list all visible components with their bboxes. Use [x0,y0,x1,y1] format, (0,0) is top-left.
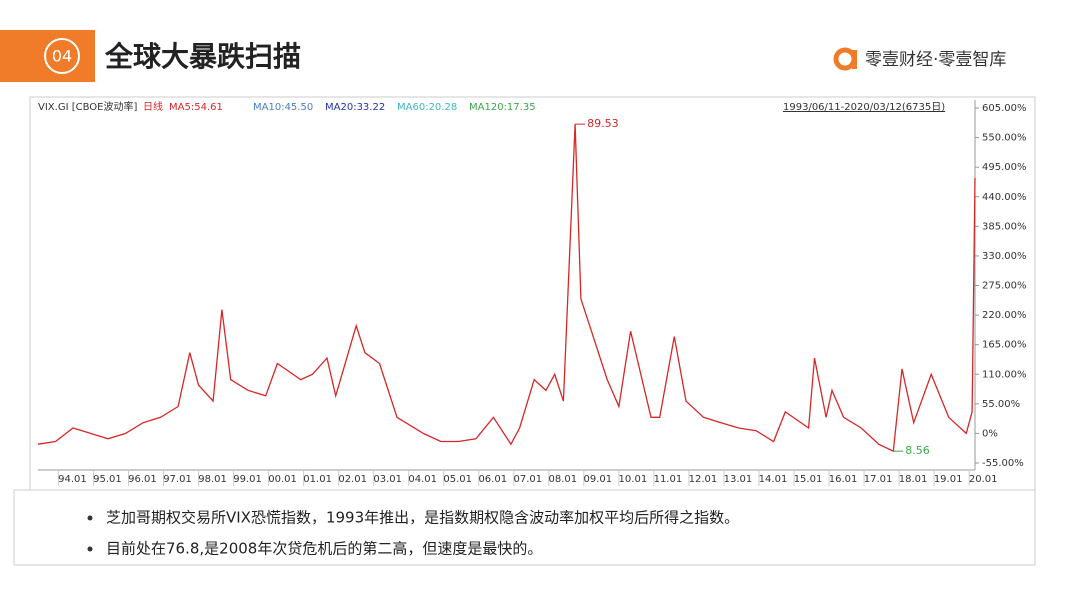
series-line [37,124,976,453]
y-tick-label: 110.00% [982,369,1027,380]
y-tick-label: 275.00% [982,281,1027,292]
x-tick-label: 07.01 [513,474,542,485]
y-tick-label: 550.00% [982,133,1027,144]
bullet-text: 芝加哥期权交易所VIX恐慌指数，1993年推出，是指数期权隐含波动率加权平均后所… [106,509,739,527]
logo-icon-bar [852,50,857,69]
bullet-dot [87,515,93,521]
legend-entry: MA5:54.61 [169,102,223,113]
legend: VIX.GI [CBOE波动率] 日线 MA5:54.61 MA10:45.50 MA2… [38,100,536,113]
x-tick-label: 97.01 [163,474,192,485]
section-number: 04 [52,47,72,66]
legend-entry: 日线 [143,100,163,113]
legend-entry: VIX.GI [CBOE波动率] [38,100,137,113]
x-tick-label: 96.01 [128,474,157,485]
x-tick-label: 04.01 [408,474,437,485]
legend-entry: MA120:17.35 [469,102,536,113]
y-tick-label: 0% [982,428,998,439]
legend-entry: MA20:33.22 [325,102,385,113]
logo-icon [833,47,857,71]
y-tick-label: 330.00% [982,251,1027,262]
x-tick-label: 03.01 [373,474,402,485]
x-tick-label: 16.01 [829,474,858,485]
period: 1993/06/11-2020/03/12(6735日) [783,102,945,113]
bullet-text: 目前处在76.8,是2008年次贷危机后的第二高，但速度是最快的。 [106,540,542,558]
legend-entry: MA10:45.50 [253,102,313,113]
legend-entry: MA60:20.28 [397,102,457,113]
y-tick-label: 385.00% [982,221,1027,232]
x-tick-label: 94.01 [58,474,87,485]
y-tick-label: 220.00% [982,310,1027,321]
number-circle [44,38,80,74]
x-tick-label: 12.01 [689,474,718,485]
header-bar [0,30,95,82]
x-tick-label: 11.01 [654,474,683,485]
x-tick-label: 06.01 [478,474,507,485]
bullets: 芝加哥期权交易所VIX恐慌指数，1993年推出，是指数期权隐含波动率加权平均后所… [87,509,739,558]
x-tick-label: 99.01 [233,474,262,485]
x-tick-label: 20.01 [969,474,998,485]
y-tick-label: 55.00% [982,399,1020,410]
x-tick-label: 17.01 [864,474,893,485]
x-tick-label: 01.01 [303,474,332,485]
x-tick-label: 95.01 [93,474,122,485]
x-tick-label: 14.01 [759,474,788,485]
x-tick-label: 15.01 [794,474,823,485]
x-tick-label: 09.01 [584,474,613,485]
x-tick-label: 02.01 [338,474,367,485]
x-tick-label: 19.01 [934,474,963,485]
brand: 零壹财经·零壹智库 [865,50,1006,70]
x-tick-label: 10.01 [619,474,648,485]
y-tick-label: 440.00% [982,192,1027,203]
slide-title: 全球大暴跌扫描 [104,40,301,73]
x-tick-label: 18.01 [899,474,928,485]
y-tick-label: 495.00% [982,162,1027,173]
x-tick-label: 98.01 [198,474,227,485]
bullet-frame [13,489,1036,566]
x-tick-label: 05.01 [443,474,472,485]
chart-frame [29,96,1036,491]
annotation: 89.53 [587,117,619,130]
y-tick-label: 165.00% [982,340,1027,351]
x-tick-label: 08.01 [549,474,578,485]
y-tick-label: -55.00% [982,458,1024,469]
annotation: 8.56 [905,444,930,457]
y-tick-label: 605.00% [982,103,1027,114]
x-tick-label: 13.01 [724,474,753,485]
bullet-dot [87,546,93,552]
x-tick-label: 00.01 [268,474,297,485]
